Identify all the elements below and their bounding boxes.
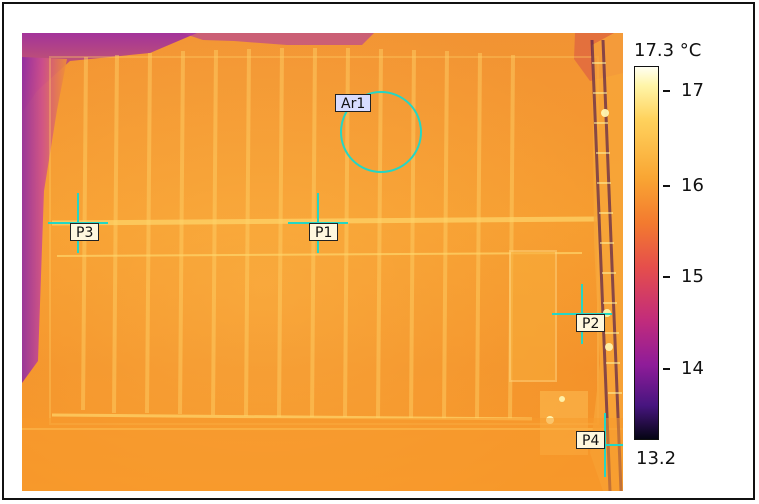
temperature-tick-16: [663, 185, 670, 187]
area-label-ar1: Ar1: [335, 94, 372, 112]
temperature-label-15: 15: [681, 266, 704, 287]
right-side-structure: [590, 33, 623, 491]
roof-edge-cold-zone: [182, 33, 374, 45]
hot-spot-upper-right: [601, 109, 609, 117]
thermal-scene: [22, 33, 623, 491]
temperature-scale-minimum: 13.2: [636, 448, 677, 469]
point-label-p1: P1: [309, 223, 339, 241]
temperature-color-scale: [634, 66, 659, 440]
temperature-tick-17: [663, 90, 670, 92]
hot-spot-lower-right-2: [559, 396, 565, 402]
temperature-label-16: 16: [681, 175, 704, 196]
ground-band: [22, 418, 623, 491]
temperature-label-14: 14: [681, 358, 704, 379]
right-ladder-rungs: [592, 62, 622, 394]
point-label-p3: P3: [70, 223, 100, 241]
temperature-tick-15: [663, 276, 670, 278]
temperature-label-17: 17: [681, 80, 704, 101]
temperature-scale-maximum: 17.3 °C: [634, 40, 702, 61]
hot-spot-right-edge-2: [605, 343, 613, 351]
temperature-tick-14: [663, 368, 670, 370]
left-cold-edge: [22, 57, 67, 383]
thermal-image: Ar1 P1 P2 P3 P4: [22, 33, 623, 491]
point-label-p4: P4: [576, 431, 606, 449]
right-door-panel: [509, 250, 557, 382]
point-label-p2: P2: [576, 314, 606, 332]
upper-left-cold-zone: [22, 33, 197, 113]
area-measure-circle: [340, 91, 422, 173]
